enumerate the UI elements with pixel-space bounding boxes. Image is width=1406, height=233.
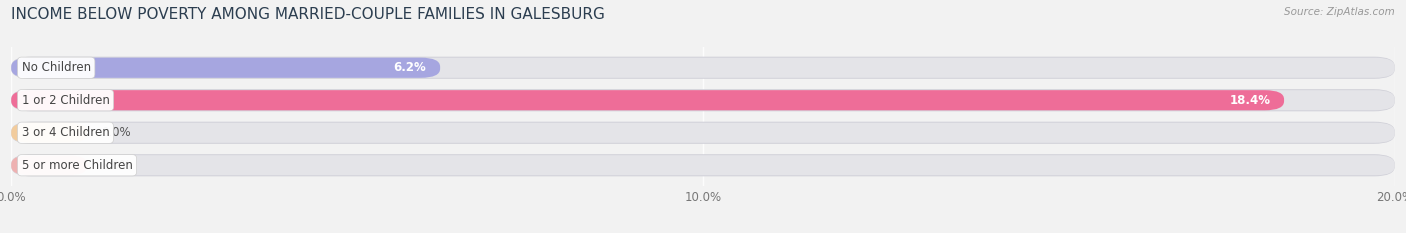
FancyBboxPatch shape [11,154,1395,176]
Text: Source: ZipAtlas.com: Source: ZipAtlas.com [1284,7,1395,17]
FancyBboxPatch shape [11,155,87,175]
Text: 0.0%: 0.0% [101,126,131,139]
FancyBboxPatch shape [11,58,1395,78]
Text: 18.4%: 18.4% [1229,94,1270,107]
FancyBboxPatch shape [11,90,1395,110]
FancyBboxPatch shape [11,123,87,143]
FancyBboxPatch shape [11,58,440,78]
Text: 1 or 2 Children: 1 or 2 Children [21,94,110,107]
Text: 3 or 4 Children: 3 or 4 Children [21,126,110,139]
Text: 6.2%: 6.2% [394,61,426,74]
Text: INCOME BELOW POVERTY AMONG MARRIED-COUPLE FAMILIES IN GALESBURG: INCOME BELOW POVERTY AMONG MARRIED-COUPL… [11,7,605,22]
FancyBboxPatch shape [11,155,1395,175]
FancyBboxPatch shape [11,90,1284,110]
Text: 0.0%: 0.0% [101,159,131,172]
FancyBboxPatch shape [11,57,1395,79]
FancyBboxPatch shape [11,123,1395,143]
Text: No Children: No Children [21,61,91,74]
Text: 5 or more Children: 5 or more Children [21,159,132,172]
FancyBboxPatch shape [11,122,1395,144]
FancyBboxPatch shape [11,89,1395,111]
